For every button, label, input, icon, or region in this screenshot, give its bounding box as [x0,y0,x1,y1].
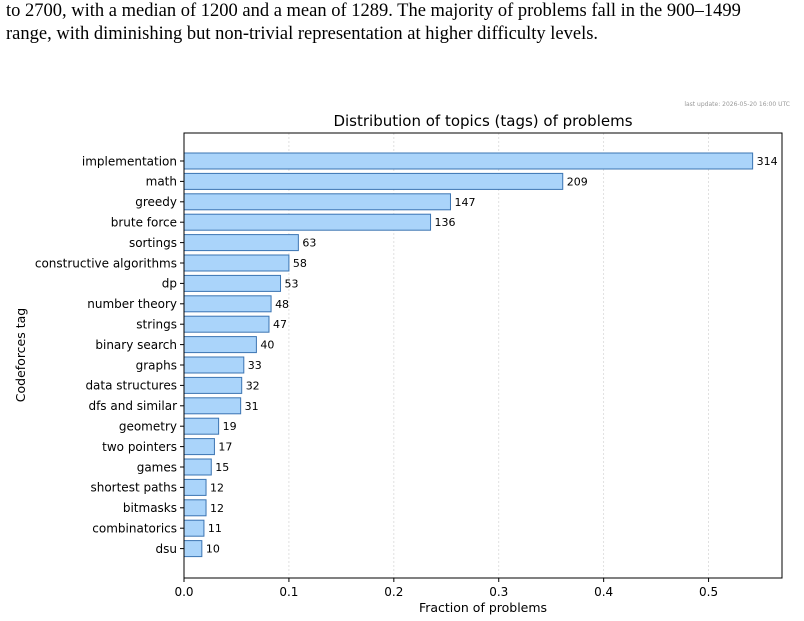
plot-frame [183,132,783,579]
bar [183,376,243,394]
x-tick-label: 0.0 [174,585,193,599]
y-tick-label: dsu [156,542,177,556]
y-axis-label: Codeforces tag [13,308,28,402]
bar-data-label: 314 [757,155,778,168]
bar-data-label: 11 [208,522,222,535]
bar [183,458,212,476]
y-tick-label: strings [136,318,177,332]
bar [183,213,432,231]
bar-data-label: 147 [454,196,475,209]
y-tick-label: dp [162,277,177,291]
intro-line-2: range, with diminishing but non-trivial … [6,24,599,44]
bar-data-label: 47 [273,318,287,331]
bar [183,315,270,333]
bar-data-label: 12 [210,502,224,515]
x-tick-label: 0.2 [384,585,403,599]
y-tick-label: binary search [95,338,177,352]
bar-data-label: 19 [223,420,237,433]
bar-data-label: 32 [246,379,260,392]
x-axis-label: Fraction of problems [419,600,547,615]
y-tick-label: greedy [135,195,177,209]
bar-data-label: 53 [285,277,299,290]
bar [183,417,220,435]
bar [183,336,257,354]
bar [183,172,564,190]
bar-data-label: 17 [218,441,232,454]
bar-data-label: 31 [245,400,259,413]
bar [183,540,203,558]
bar-data-label: 33 [248,359,262,372]
y-tick-label: dfs and similar [88,399,177,413]
bar-data-label: 15 [215,461,229,474]
y-tick-label: brute force [111,216,177,230]
y-tick-label: shortest paths [90,481,177,495]
y-tick-label: math [146,175,177,189]
bar-data-label: 209 [567,175,588,188]
bar-data-label: 48 [275,298,289,311]
bar [183,234,299,252]
bar [183,193,451,211]
y-tick-label: games [137,460,177,474]
y-tick-label: bitmasks [123,501,177,515]
y-tick-label: sortings [129,236,177,250]
bar [183,152,754,170]
bar-data-label: 58 [293,257,307,270]
bar [183,478,207,496]
bar [183,499,207,517]
y-tick-label: number theory [87,297,177,311]
bar [183,356,245,374]
bar-data-label: 12 [210,481,224,494]
intro-line-1: to 2700, with a median of 1200 and a mea… [6,1,741,21]
bar [183,254,290,272]
bar [183,519,205,537]
y-tick-label: geometry [119,420,177,434]
y-tick-label: implementation [82,154,177,168]
x-tick-label: 0.1 [279,585,298,599]
bar [183,397,242,415]
y-tick-label: constructive algorithms [35,256,177,270]
bar-data-label: 40 [260,339,274,352]
y-tick-label: combinatorics [92,522,177,536]
bar-data-label: 136 [435,216,456,229]
y-tick-label: two pointers [102,440,177,454]
intro-text: to 2700, with a median of 1200 and a mea… [6,0,796,46]
bars: 314 209 147 136 63 58 53 48 47 40 33 32 31 19 17 15 12 12… [183,152,778,558]
x-tick-label: 0.4 [594,585,613,599]
update-note: last update: 2026-05-20 16:00 UTC [684,101,790,108]
bar [183,274,282,292]
x-tick-label: 0.5 [699,585,718,599]
bar-data-label: 10 [206,543,220,556]
y-tick-label: graphs [136,358,177,372]
y-tick-label: data structures [85,379,177,393]
bar [183,295,272,313]
axis-ticks: 0.0 0.1 0.2 0.3 0.4 0.5 implementation math gree… [35,154,718,599]
bar-data-label: 63 [302,237,316,250]
bar [183,438,215,456]
x-tick-label: 0.3 [489,585,508,599]
chart-title: Distribution of topics (tags) of problem… [333,112,632,130]
